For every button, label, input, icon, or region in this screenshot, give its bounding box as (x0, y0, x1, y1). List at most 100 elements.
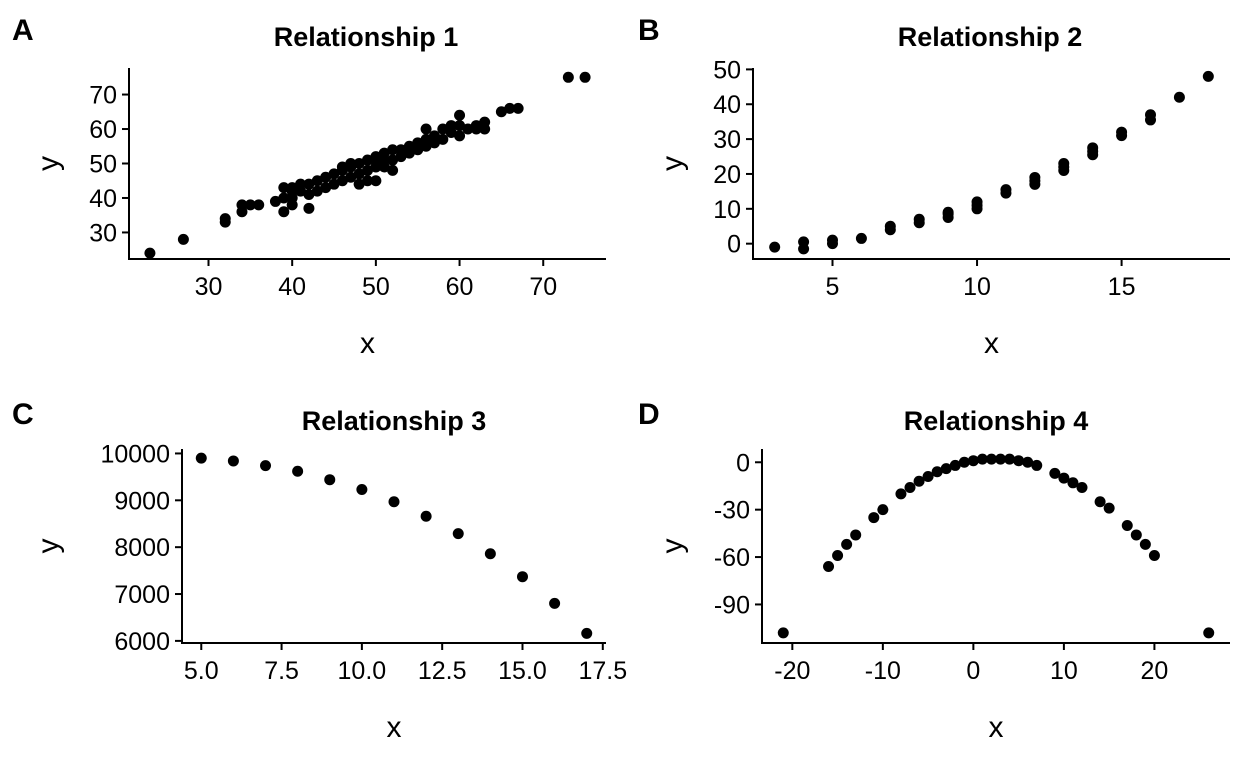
y-tick-label: 0 (736, 449, 750, 477)
data-point (971, 196, 983, 208)
data-point (420, 133, 432, 145)
data-point (428, 130, 440, 142)
data-point (827, 234, 838, 246)
data-point (913, 475, 925, 487)
data-point (356, 484, 368, 496)
data-point (336, 175, 348, 187)
data-point (260, 460, 272, 472)
data-point (832, 549, 844, 561)
data-point (320, 182, 332, 194)
x-tick-label: 10 (963, 273, 991, 301)
data-point (353, 158, 365, 169)
data-point (412, 137, 424, 149)
data-point (362, 164, 373, 176)
points (195, 452, 593, 639)
data-point (1029, 171, 1041, 183)
y-tick-label: 0 (727, 231, 741, 259)
data-point (484, 548, 496, 560)
x-axis-title: x (989, 711, 1004, 744)
y-tick-label: 7000 (114, 581, 170, 609)
y-tick-label: 60 (89, 116, 117, 144)
data-point (967, 455, 979, 467)
data-point (454, 130, 466, 142)
panel-d: D Relationship 4 -20 -10 0 10 20 0 -30 -60 -90 x y (638, 398, 1230, 744)
y-tick-label: 6000 (114, 628, 170, 656)
data-point (445, 120, 457, 132)
data-point (504, 102, 516, 114)
data-point (823, 561, 835, 573)
data-point (1067, 477, 1079, 489)
data-point (370, 175, 382, 187)
data-point (420, 123, 432, 135)
data-point (1103, 502, 1115, 514)
panel-b: B Relationship 2 5 10 15 0 10 20 30 40 50 x y (638, 14, 1230, 360)
y-tick-label: 9000 (114, 487, 170, 515)
data-point (581, 627, 593, 639)
x-tick-label: 15.0 (498, 657, 547, 685)
data-point (278, 206, 290, 218)
x-tick-label: 5.0 (184, 657, 219, 685)
data-point (470, 120, 482, 132)
x-axis-title: x (984, 327, 999, 360)
data-point (1031, 459, 1043, 471)
data-point (244, 199, 256, 211)
data-point (877, 504, 889, 516)
data-point (1145, 109, 1156, 121)
y-tick-label: 10 (713, 196, 741, 224)
data-point (913, 213, 925, 225)
data-point (841, 538, 853, 550)
data-point (958, 456, 970, 468)
data-point (942, 206, 954, 218)
data-point (798, 236, 810, 248)
x-tick-label: 20 (1141, 657, 1169, 685)
data-point (479, 116, 491, 128)
data-point (1058, 158, 1070, 169)
data-point (1202, 70, 1214, 82)
data-point (437, 133, 449, 145)
data-point (387, 144, 399, 156)
data-point (227, 455, 239, 467)
data-point (403, 140, 415, 152)
panel-tag: B (638, 14, 660, 47)
points (144, 71, 591, 259)
data-point (236, 199, 248, 211)
y-axis-title: y (32, 539, 65, 554)
panel-c: C Relationship 3 5.0 7.5 10.0 12.5 15.0 17.5 600… (12, 398, 627, 744)
data-point (253, 199, 265, 211)
y-axis-title: y (656, 539, 689, 554)
data-point (495, 106, 507, 118)
x-tick-label: 12.5 (418, 657, 467, 685)
data-point (388, 496, 400, 508)
data-point (328, 178, 340, 190)
data-point (345, 158, 357, 169)
data-point (949, 459, 961, 471)
x-tick-label: -10 (865, 657, 901, 685)
data-point (895, 488, 907, 500)
data-point (1121, 519, 1133, 531)
data-point (219, 213, 231, 225)
panel-tag: C (12, 398, 34, 431)
data-point (292, 465, 304, 477)
data-point (336, 161, 348, 173)
data-point (320, 171, 332, 183)
data-point (269, 195, 281, 207)
y-tick-label: -60 (714, 544, 750, 572)
data-point (1004, 453, 1016, 465)
y-tick-label: 70 (89, 82, 117, 110)
x-tick-label: 10.0 (338, 657, 387, 685)
data-point (1094, 496, 1106, 508)
data-point (328, 168, 340, 180)
data-point (1000, 184, 1012, 196)
y-tick-label: 40 (713, 91, 741, 119)
data-point (1087, 142, 1099, 154)
y-tick-label: 30 (89, 219, 117, 247)
data-point (303, 178, 315, 190)
x-tick-label: 7.5 (264, 657, 299, 685)
data-point (1049, 467, 1061, 479)
data-point (549, 597, 561, 609)
data-point (512, 102, 524, 114)
y-tick-label: -30 (714, 497, 750, 525)
y-tick-label: 20 (713, 161, 741, 189)
data-point (769, 241, 781, 253)
data-point (1130, 529, 1142, 541)
